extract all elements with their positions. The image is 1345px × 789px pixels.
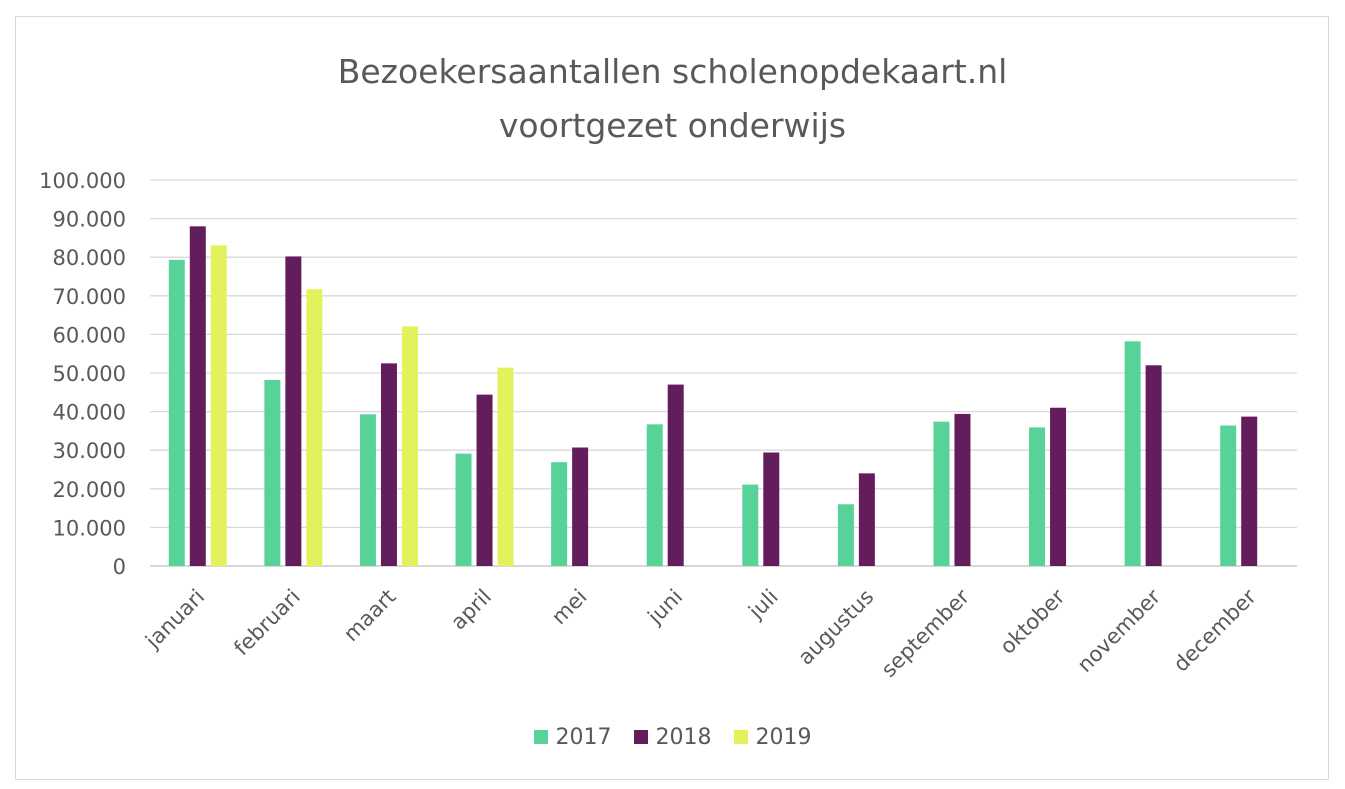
bar-2018-januari — [189, 226, 206, 566]
legend-item-2018: 2018 — [633, 724, 712, 750]
x-tick-label: april — [446, 585, 496, 635]
x-tick-label: november — [1073, 584, 1166, 677]
bar-2018-juli — [763, 452, 780, 566]
bar-2018-december — [1241, 416, 1258, 566]
legend-label: 2018 — [655, 724, 712, 750]
x-tick-label: september — [877, 584, 975, 682]
y-tick-label: 20.000 — [53, 478, 126, 502]
y-tick-label: 60.000 — [53, 323, 126, 347]
chart-title-line-1: Bezoekersaantallen scholenopdekaart.nl — [337, 52, 1008, 91]
y-tick-label: 80.000 — [53, 246, 126, 270]
bar-2017-mei — [551, 462, 568, 566]
y-tick-label: 70.000 — [53, 285, 126, 309]
x-axis-ticks: januari februari maart april mei juni juli augu… — [140, 584, 1261, 682]
y-tick-label: 10.000 — [53, 516, 126, 540]
x-tick-label: augustus — [793, 585, 878, 670]
bar-2019-februari — [306, 289, 323, 566]
y-tick-label: 100.000 — [39, 169, 126, 193]
x-tick-label: juni — [642, 585, 687, 630]
y-tick-label: 40.000 — [53, 401, 126, 425]
bar-2018-maart — [380, 363, 397, 566]
bar-2018-april — [476, 394, 493, 566]
bar-2019-maart — [401, 326, 418, 566]
y-axis-ticks: 0 10.000 20.000 30.000 40.000 50.000 60.000 70.… — [39, 169, 126, 579]
bar-2018-februari — [285, 256, 302, 566]
x-tick-label: maart — [339, 585, 401, 647]
gridlines — [150, 179, 1297, 567]
legend: 2017 2018 2019 — [0, 720, 1345, 754]
bar-2017-juli — [742, 484, 759, 566]
x-tick-label: januari — [140, 585, 209, 654]
bar-2019-april — [497, 367, 514, 566]
x-tick-label: juli — [743, 585, 782, 624]
legend-swatch — [533, 730, 548, 744]
bar-2018-september — [954, 413, 971, 566]
x-tick-label: oktober — [995, 584, 1069, 658]
x-tick-label: mei — [547, 585, 592, 630]
bar-2017-juni — [646, 424, 663, 566]
bar-2017-november — [1124, 341, 1141, 566]
bar-2017-april — [455, 453, 472, 566]
chart-title: Bezoekersaantallen scholenopdekaart.nl v… — [0, 45, 1345, 153]
bar-2018-augustus — [858, 473, 875, 566]
bars — [168, 226, 1258, 566]
y-tick-label: 50.000 — [53, 362, 126, 386]
bar-2017-december — [1220, 425, 1237, 566]
legend-label: 2017 — [555, 724, 612, 750]
legend-item-2017: 2017 — [533, 724, 612, 750]
x-tick-label: december — [1169, 584, 1261, 676]
bar-2018-november — [1145, 365, 1162, 566]
bar-2017-oktober — [1029, 427, 1046, 566]
y-tick-label: 30.000 — [53, 439, 126, 463]
legend-swatch — [633, 730, 648, 744]
bar-2017-maart — [359, 414, 376, 566]
bar-2018-mei — [572, 447, 589, 566]
bar-2017-september — [933, 421, 950, 566]
bar-2019-januari — [210, 245, 227, 566]
y-tick-label: 0 — [113, 555, 126, 579]
bar-2017-februari — [264, 379, 281, 566]
legend-item-2019: 2019 — [733, 724, 812, 750]
legend-label: 2019 — [755, 724, 812, 750]
bar-2018-juni — [667, 384, 684, 566]
bar-2017-januari — [168, 259, 185, 566]
chart-title-line-2: voortgezet onderwijs — [498, 106, 847, 145]
x-tick-label: februari — [229, 585, 305, 661]
bar-2018-oktober — [1050, 407, 1067, 566]
y-tick-label: 90.000 — [53, 208, 126, 232]
legend-swatch — [733, 730, 748, 744]
bar-2017-augustus — [837, 504, 854, 566]
